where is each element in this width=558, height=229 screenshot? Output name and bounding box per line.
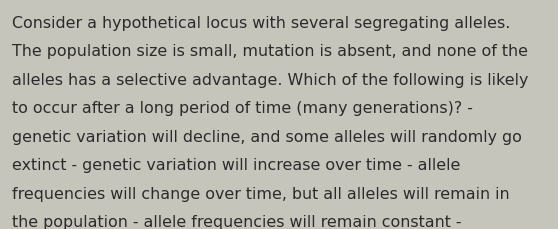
Text: the population - allele frequencies will remain constant -: the population - allele frequencies will… xyxy=(12,214,461,229)
Text: extinct - genetic variation will increase over time - allele: extinct - genetic variation will increas… xyxy=(12,158,460,173)
Text: The population size is small, mutation is absent, and none of the: The population size is small, mutation i… xyxy=(12,44,528,59)
Text: genetic variation will decline, and some alleles will randomly go: genetic variation will decline, and some… xyxy=(12,129,522,144)
Text: frequencies will change over time, but all alleles will remain in: frequencies will change over time, but a… xyxy=(12,186,509,201)
Text: alleles has a selective advantage. Which of the following is likely: alleles has a selective advantage. Which… xyxy=(12,73,528,87)
Text: Consider a hypothetical locus with several segregating alleles.: Consider a hypothetical locus with sever… xyxy=(12,16,511,31)
Text: to occur after a long period of time (many generations)? -: to occur after a long period of time (ma… xyxy=(12,101,473,116)
